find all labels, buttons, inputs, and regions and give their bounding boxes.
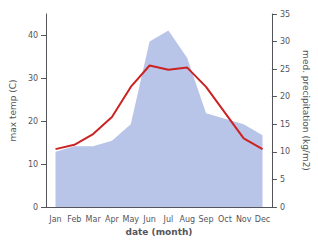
svg-text:max temp (C): max temp (C) — [8, 79, 18, 141]
svg-text:date (month): date (month) — [126, 227, 193, 237]
svg-text:15: 15 — [280, 120, 290, 129]
svg-text:25: 25 — [280, 65, 290, 74]
svg-text:Mar: Mar — [86, 215, 102, 224]
svg-text:med. precipitation (kg/m2): med. precipitation (kg/m2) — [301, 50, 311, 171]
svg-text:35: 35 — [280, 10, 290, 19]
svg-text:Aug: Aug — [179, 215, 195, 224]
svg-text:Apr: Apr — [105, 215, 120, 224]
svg-text:0: 0 — [33, 203, 38, 212]
svg-text:Jun: Jun — [142, 215, 156, 224]
svg-text:10: 10 — [28, 160, 38, 169]
svg-text:Jul: Jul — [163, 215, 174, 224]
svg-text:30: 30 — [28, 74, 38, 83]
svg-text:30: 30 — [280, 37, 290, 46]
svg-text:Feb: Feb — [67, 215, 81, 224]
svg-text:20: 20 — [28, 117, 38, 126]
svg-text:0: 0 — [280, 203, 285, 212]
svg-text:Oct: Oct — [218, 215, 232, 224]
svg-text:Sep: Sep — [199, 215, 214, 224]
svg-text:20: 20 — [280, 92, 290, 101]
svg-text:Dec: Dec — [255, 215, 270, 224]
svg-text:Jan: Jan — [48, 215, 61, 224]
svg-text:5: 5 — [280, 175, 285, 184]
svg-text:40: 40 — [28, 31, 38, 40]
svg-text:Nov: Nov — [236, 215, 252, 224]
svg-text:May: May — [122, 215, 139, 224]
svg-text:10: 10 — [280, 147, 290, 156]
